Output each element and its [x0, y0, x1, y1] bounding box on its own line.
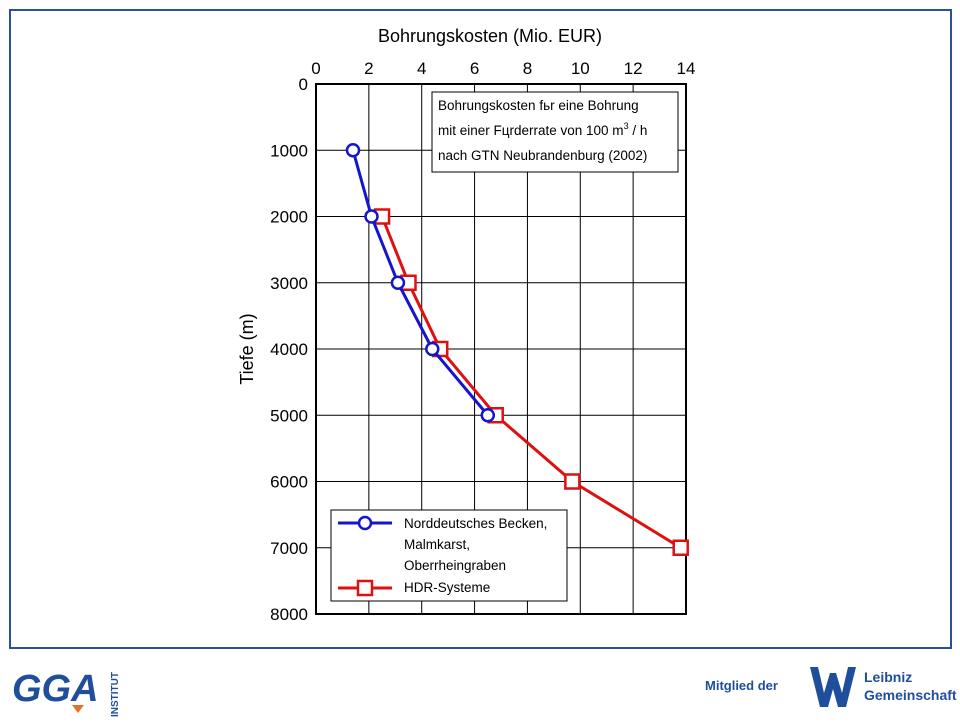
x-tick-label: 4	[417, 59, 426, 78]
leibniz-logo: Leibniz Gemeinschaft	[810, 667, 957, 707]
series-1-point	[425, 341, 440, 357]
chart-title: Bohrungskosten (Mio. EUR)	[378, 26, 602, 46]
footer: GGA INSTITUT Mitglied der Leibniz Gemein…	[0, 655, 960, 720]
plot-border	[315, 83, 687, 615]
y-tick-label: 7000	[270, 539, 308, 558]
x-tick-label: 6	[470, 59, 479, 78]
leibniz-line-1: Leibniz	[864, 669, 912, 685]
series-2-point	[564, 473, 581, 490]
x-tick-label: 12	[624, 59, 643, 78]
series-2-point	[672, 539, 689, 556]
leibniz-logo-mark-icon	[810, 667, 856, 707]
y-axis-label: Tiefe (m)	[237, 313, 257, 384]
x-tick-label: 2	[364, 59, 373, 78]
series-1-point	[390, 275, 406, 290]
legend-label-series-1-line-1: Norddeutsches Becken,	[404, 516, 547, 531]
series-1-point	[345, 143, 361, 158]
chart: 0 2 4 6 8 10 12 14 0 1000 2000 3000 4000 5000 6000 700…	[237, 26, 695, 624]
annotation-box: Bohrungskosten fьr eine Bohrung mit eine…	[431, 91, 679, 173]
y-tick-label: 1000	[270, 141, 308, 160]
y-tick-label: 4000	[270, 340, 308, 359]
x-tick-label: 14	[677, 59, 696, 78]
legend-label-series-2: HDR-Systeme	[404, 580, 490, 595]
series-layer	[345, 143, 689, 556]
legend: Norddeutsches Becken, Malmkarst, Oberrhe…	[330, 509, 568, 602]
series-1-point	[364, 209, 379, 224]
legend-marker-series-1	[357, 515, 373, 531]
x-tick-label: 8	[523, 59, 532, 78]
annotation-line-2: mit einer Fцrderrate von 100 m3 / h	[438, 121, 647, 138]
legend-marker-series-2	[356, 579, 374, 597]
annotation-line-1: Bohrungskosten fьr eine Bohrung	[438, 98, 639, 113]
annotation-frame	[431, 91, 679, 173]
gga-logo-text: GGA	[12, 668, 99, 710]
y-tick-label: 8000	[270, 605, 308, 624]
x-tick-labels: 0 2 4 6 8 10 12 14	[311, 59, 695, 78]
gga-institut-label: INSTITUT	[110, 672, 121, 717]
leibniz-line-2: Gemeinschaft	[864, 687, 957, 703]
legend-label-series-1-line-2: Malmkarst,	[404, 537, 470, 552]
annotation-line-3: nach GTN Neubrandenburg (2002)	[438, 148, 647, 163]
y-tick-label: 0	[299, 75, 308, 94]
legend-label-series-1-line-3: Oberrheingraben	[404, 558, 506, 573]
gga-logo-arrow-icon	[72, 705, 84, 713]
series-1-point	[480, 408, 496, 423]
gga-logo: GGA INSTITUT	[12, 668, 121, 717]
series-line-2	[380, 215, 682, 550]
y-tick-label: 3000	[270, 274, 308, 293]
member-label: Mitglied der	[705, 678, 778, 693]
y-tick-labels: 0 1000 2000 3000 4000 5000 6000 7000 8000	[270, 75, 308, 624]
y-tick-label: 5000	[270, 406, 308, 425]
x-tick-label: 10	[571, 59, 590, 78]
x-tick-label: 0	[311, 59, 320, 78]
y-tick-label: 2000	[270, 208, 308, 227]
y-tick-label: 6000	[270, 473, 308, 492]
